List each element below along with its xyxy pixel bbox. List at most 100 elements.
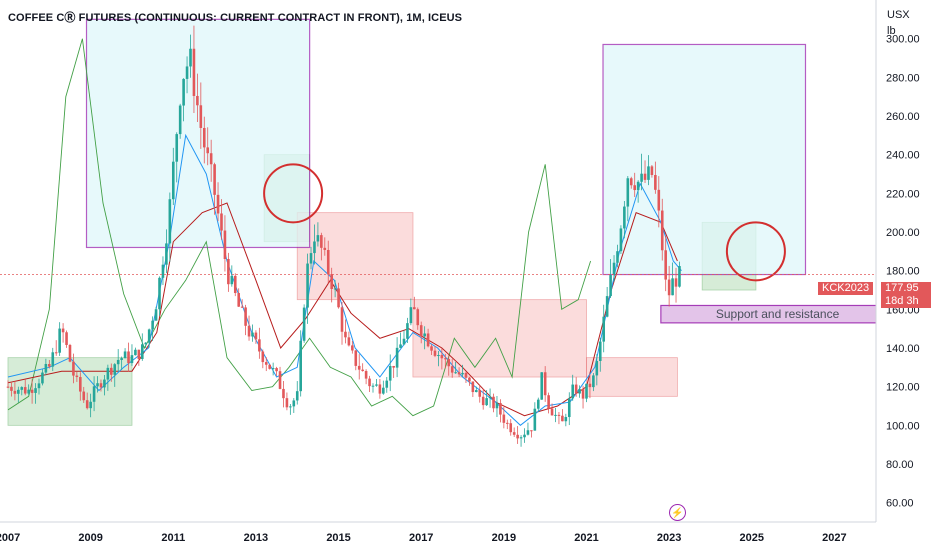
- cloud-bull-0: [7, 357, 133, 426]
- candle-body: [144, 342, 148, 345]
- candle-body: [340, 307, 344, 332]
- zone-label: Support and resistance: [716, 307, 840, 321]
- candle-153: [533, 402, 537, 431]
- candle-body: [175, 134, 179, 162]
- candle-body: [216, 194, 220, 214]
- candle-161: [561, 409, 564, 422]
- candle-64: [227, 252, 230, 292]
- candle-18: [68, 343, 72, 363]
- candle-57: [202, 116, 206, 164]
- candle-body: [20, 387, 24, 390]
- candle-body: [75, 375, 79, 378]
- candle-body: [509, 423, 513, 433]
- candle-body: [120, 358, 123, 360]
- candle-body: [375, 384, 378, 386]
- lightning-icon[interactable]: ⚡: [669, 504, 686, 521]
- candle-130: [454, 361, 457, 374]
- candle-101: [354, 349, 358, 371]
- candle-body: [275, 368, 278, 372]
- x-tick-2021: 2021: [574, 532, 598, 544]
- candle-body: [364, 371, 368, 379]
- candle-93: [326, 240, 330, 284]
- candle-body: [598, 341, 602, 361]
- candle-body: [158, 277, 161, 310]
- candle-9: [37, 378, 41, 395]
- candle-26: [96, 376, 99, 393]
- candle-body: [602, 316, 606, 342]
- candle-6: [27, 384, 30, 396]
- candle-53: [189, 34, 192, 78]
- candle-body: [654, 174, 657, 190]
- candle-body: [571, 384, 575, 399]
- candle-178: [619, 225, 623, 255]
- candle-5: [23, 379, 27, 396]
- candle-191: [664, 235, 667, 292]
- candle-170: [592, 373, 595, 392]
- ticker-label[interactable]: KCK2023: [818, 282, 874, 295]
- candle-body: [30, 389, 34, 393]
- candle-172: [598, 337, 602, 372]
- candle-body: [543, 372, 547, 396]
- candle-86: [302, 304, 306, 343]
- candle-body: [85, 400, 89, 409]
- candle-body: [189, 48, 192, 67]
- candle-102: [357, 354, 361, 380]
- candle-body: [196, 95, 199, 106]
- candle-body: [461, 372, 464, 375]
- candle-160: [557, 412, 561, 425]
- candle-body: [37, 383, 41, 389]
- candle-56: [199, 82, 203, 149]
- candle-body: [17, 389, 20, 394]
- candle-60: [213, 162, 216, 215]
- candle-25: [92, 376, 96, 412]
- candle-97: [340, 301, 344, 345]
- candle-98: [344, 319, 347, 344]
- candle-106: [371, 383, 375, 393]
- candle-body: [623, 206, 626, 229]
- candle-50: [178, 103, 182, 139]
- candle-42: [151, 316, 154, 341]
- candle-58: [206, 127, 210, 166]
- candle-7: [30, 379, 34, 404]
- unit-label-lb: lb: [887, 25, 896, 37]
- candle-13: [51, 347, 55, 372]
- candle-body: [488, 396, 492, 399]
- x-tick-2019: 2019: [492, 532, 516, 544]
- candle-67: [237, 288, 241, 307]
- y-tick-200: 200.00: [886, 227, 920, 239]
- candle-117: [409, 298, 413, 326]
- candle-body: [227, 258, 230, 285]
- candle-body: [619, 228, 623, 252]
- candle-body: [382, 387, 385, 394]
- candle-body: [110, 367, 113, 375]
- candle-body: [127, 351, 130, 364]
- candle-body: [292, 400, 296, 407]
- annotation-circles: [263, 163, 786, 282]
- candle-99: [347, 331, 351, 347]
- candle-body: [454, 372, 457, 374]
- candle-body: [299, 340, 302, 392]
- x-tick-2017: 2017: [409, 532, 433, 544]
- candle-body: [10, 386, 13, 391]
- candle-body: [202, 127, 206, 148]
- candle-187: [650, 164, 654, 178]
- candle-171: [595, 354, 599, 386]
- candle-154: [536, 397, 540, 412]
- candle-body: [385, 380, 389, 388]
- candle-body: [643, 173, 647, 180]
- candle-body: [178, 105, 182, 135]
- candle-body: [433, 350, 437, 356]
- candle-body: [629, 178, 633, 186]
- candle-118: [413, 296, 416, 310]
- candle-88: [309, 246, 313, 270]
- candle-95: [333, 280, 337, 298]
- candle-body: [478, 390, 482, 397]
- candle-body: [667, 279, 671, 296]
- candle-127: [444, 353, 447, 369]
- countdown-label: 18d 3h: [881, 295, 931, 308]
- range-box-0: [85, 18, 311, 249]
- candle-body: [320, 235, 323, 248]
- y-tick-120: 120.00: [886, 382, 920, 394]
- candle-103: [361, 363, 364, 372]
- candle-body: [240, 306, 244, 308]
